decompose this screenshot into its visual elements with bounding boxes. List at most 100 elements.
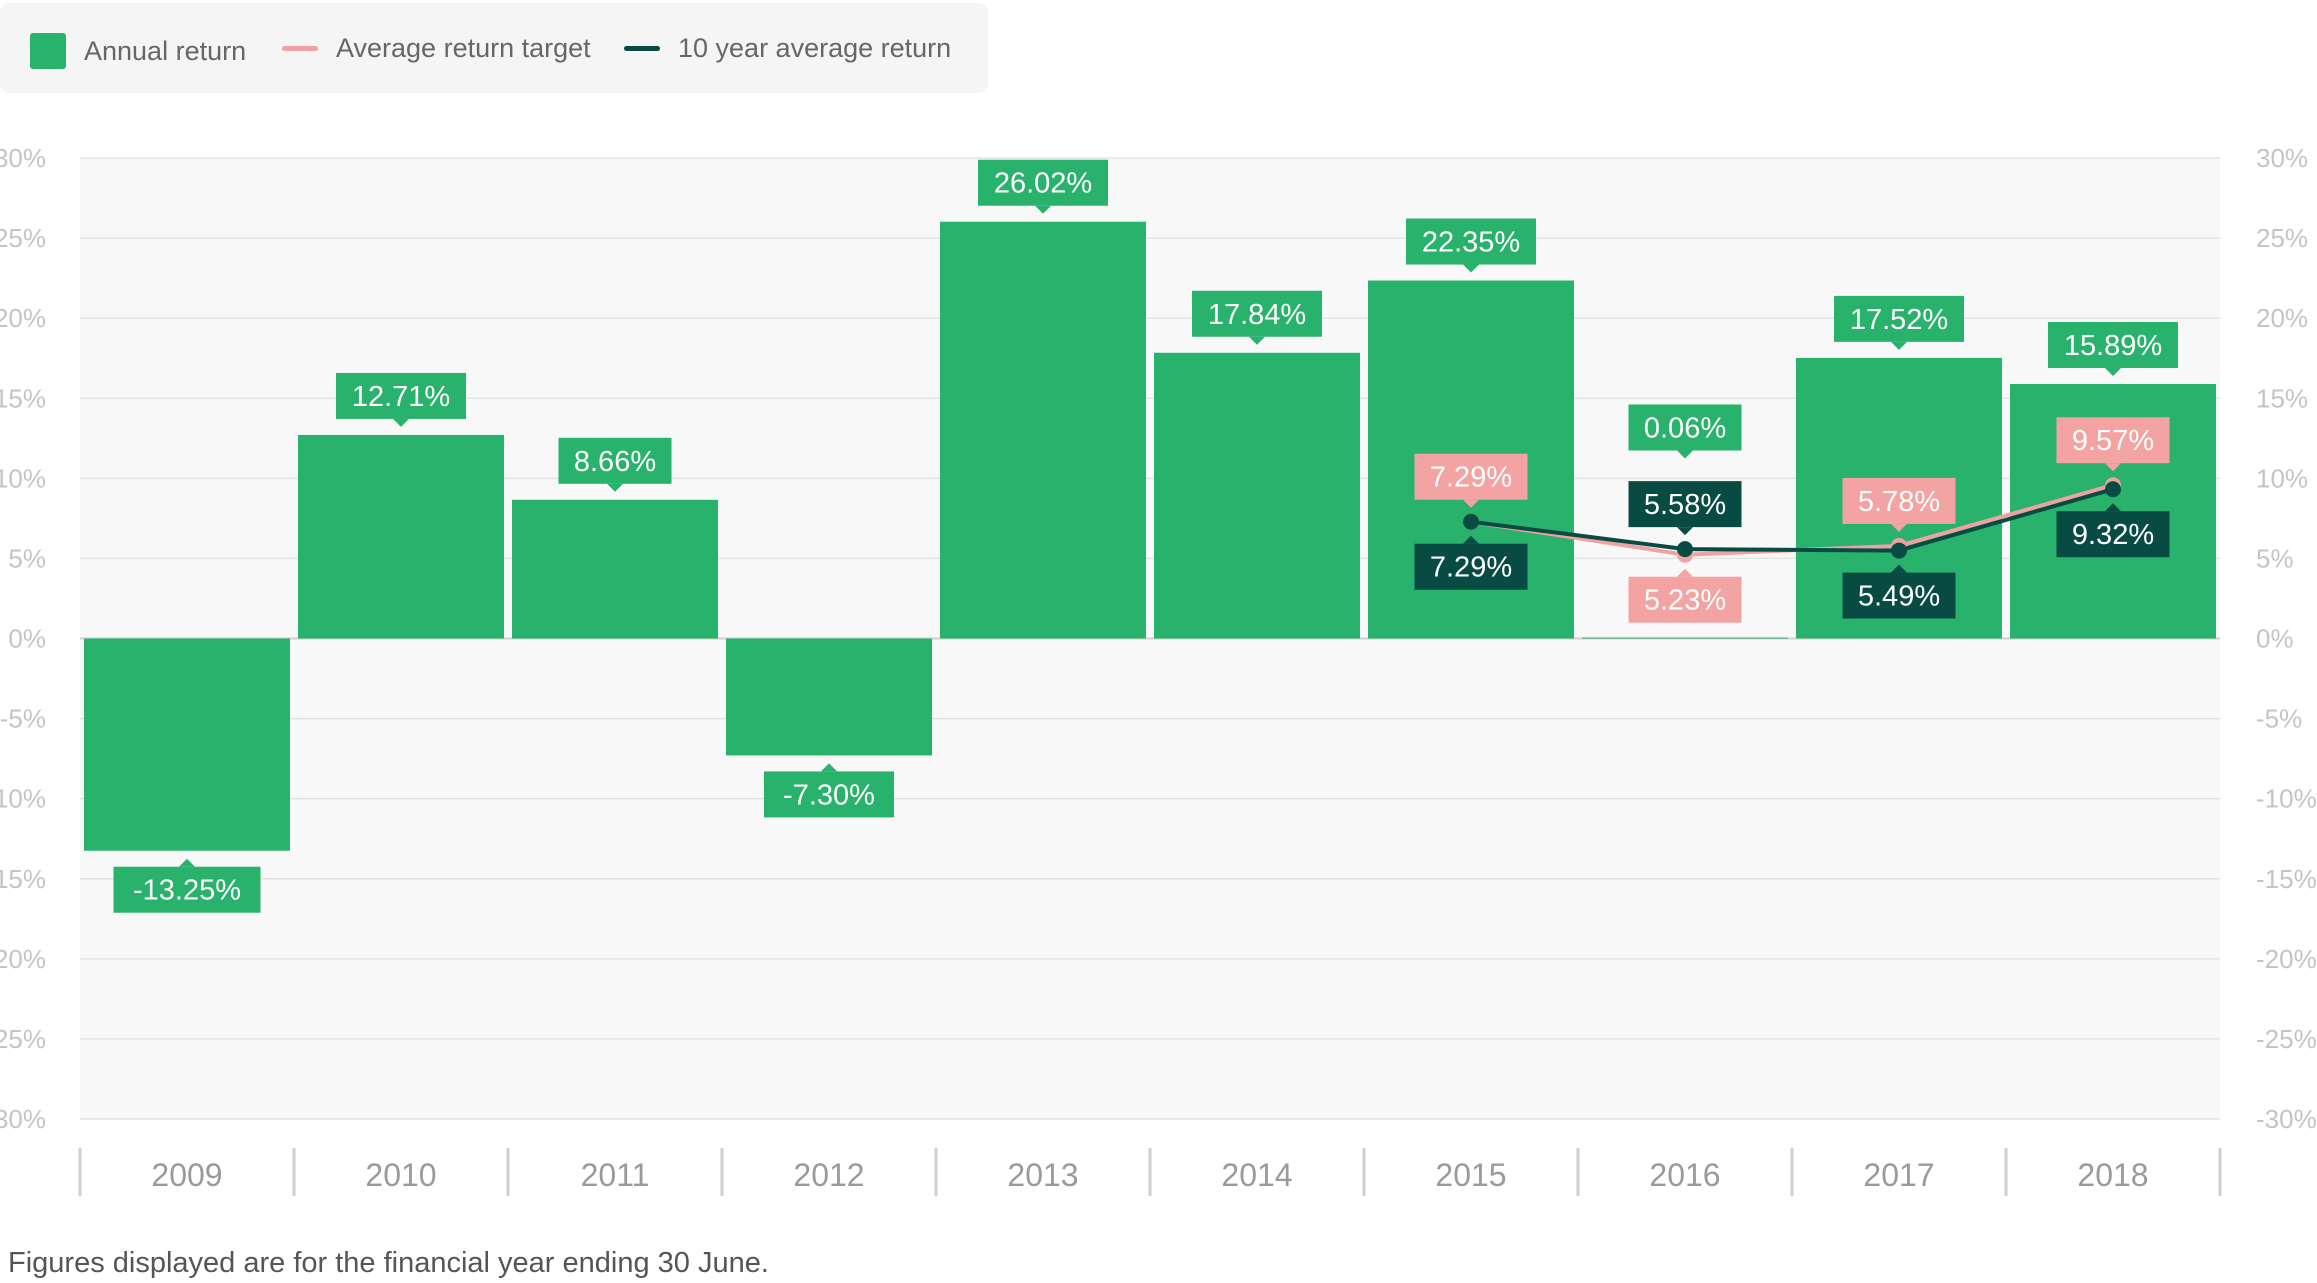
bar-label-2017-box [1834, 295, 1964, 342]
y-tick-label-left: -25% [0, 1024, 46, 1054]
y-tick-label-right: 20% [2256, 303, 2308, 333]
bar-label-2017: 17.52% [1834, 295, 1964, 350]
legend-item-10-year-average-return[interactable]: 10 year average return [624, 33, 951, 64]
bar-label-2010-text: 12.71% [352, 381, 450, 413]
bar-label-2012-pointer [821, 763, 837, 772]
y-tick-label-right: -30% [2256, 1104, 2317, 1134]
y-tick-label-right: -10% [2256, 784, 2317, 814]
bar-label-2016: 0.06% [1628, 404, 1742, 459]
ten-year-label-2015-pointer [1463, 535, 1479, 544]
bar-label-2011-pointer [607, 483, 623, 492]
ten-year-label-2017: 5.49% [1842, 564, 1956, 619]
ten-year-label-2018-box [2056, 511, 2170, 558]
point-10-year-average-return [1463, 513, 1479, 530]
bar-label-2013: 26.02% [978, 159, 1108, 214]
ten-year-label-2015-box [1414, 543, 1528, 590]
x-tick-label: 2013 [1007, 1157, 1078, 1193]
y-tick-label-left: -5% [0, 704, 46, 734]
bar-label-2013-box [978, 159, 1108, 206]
legend-line-average-return-target [282, 46, 318, 51]
x-tick-label: 2015 [1435, 1157, 1506, 1193]
y-tick-label-left: 5% [8, 543, 46, 573]
y-tick-label-left: 0% [8, 624, 46, 654]
ten-year-label-2016: 5.58% [1628, 481, 1742, 536]
ten-year-label-2017-text: 5.49% [1858, 581, 1940, 613]
bar-label-2013-text: 26.02% [994, 168, 1092, 200]
y-tick-label-right: -20% [2256, 944, 2317, 974]
bar-label-2016-pointer [1677, 450, 1693, 459]
target-label-2015-pointer [1463, 499, 1479, 508]
bar-label-2014-pointer [1249, 336, 1265, 345]
target-label-2016-box [1628, 576, 1742, 623]
bar-label-2012-text: -7.30% [783, 779, 875, 811]
bar-label-2018-box [2048, 321, 2178, 368]
y-tick-label-right: -15% [2256, 864, 2317, 894]
y-tick-label-right: 0% [2256, 624, 2294, 654]
legend-label-annual-return: Annual return [84, 35, 247, 66]
bar-label-2018-text: 15.89% [2064, 330, 2162, 362]
target-label-2017-box [1842, 477, 1956, 524]
bar-label-2010: 12.71% [336, 372, 466, 427]
bar-label-2013-pointer [1035, 205, 1051, 214]
bar-label-2009-text: -13.25% [133, 875, 241, 907]
target-label-2018-box [2056, 417, 2170, 464]
x-tick-label: 2009 [151, 1157, 222, 1193]
legend-line-10-year-average-return [624, 46, 660, 51]
y-tick-label-right: 10% [2256, 463, 2308, 493]
chart-legend: Annual return Average return target 10 y… [0, 3, 988, 93]
ten-year-label-2015: 7.29% [1414, 535, 1528, 590]
bar-2016 [1582, 637, 1788, 639]
bar-label-2010-box [336, 372, 466, 419]
x-tick-label: 2017 [1863, 1157, 1934, 1193]
target-label-2015-text: 7.29% [1430, 462, 1512, 494]
footnote: Figures displayed are for the financial … [8, 1247, 769, 1279]
target-label-2018: 9.57% [2056, 417, 2170, 472]
bar-label-2014-box [1192, 290, 1322, 337]
y-tick-label-right: 5% [2256, 543, 2294, 573]
bar-2013 [940, 221, 1146, 639]
target-label-2017: 5.78% [1842, 477, 1956, 532]
bar-label-2009-pointer [179, 858, 195, 867]
x-tick-label: 2010 [365, 1157, 436, 1193]
target-label-2016: 5.23% [1628, 568, 1742, 623]
ten-year-label-2017-box [1842, 572, 1956, 619]
bar-label-2017-text: 17.52% [1850, 304, 1948, 336]
bar-2014 [1154, 352, 1360, 639]
bar-2011 [512, 499, 718, 639]
bar-label-2017-pointer [1891, 341, 1907, 350]
point-10-year-average-return [2105, 481, 2121, 498]
point-10-year-average-return [1677, 541, 1693, 558]
line-10-year-average-return [1470, 487, 2114, 553]
bar-label-2014: 17.84% [1192, 290, 1322, 345]
ten-year-label-2016-box [1628, 481, 1742, 528]
bar-label-2012: -7.30% [764, 763, 894, 818]
target-label-2018-pointer [2105, 463, 2121, 472]
bar-label-2015-box [1406, 218, 1536, 265]
ten-year-label-2018: 9.32% [2056, 503, 2170, 558]
y-tick-label-right: 25% [2256, 223, 2308, 253]
point-10-year-average-return [1891, 542, 1907, 559]
y-tick-label-left: -20% [0, 944, 46, 974]
bar-label-2010-pointer [393, 418, 409, 427]
bar-2010 [298, 434, 504, 639]
y-tick-label-left: 15% [0, 383, 46, 413]
x-tick-label: 2012 [793, 1157, 864, 1193]
target-label-2017-pointer [1891, 523, 1907, 532]
legend-item-annual-return[interactable]: Annual return [30, 33, 246, 69]
legend-item-average-return-target[interactable]: Average return target [282, 33, 591, 64]
bar-2009 [84, 638, 290, 851]
legend-label-average-return-target: Average return target [336, 33, 591, 63]
bar-label-2014-text: 17.84% [1208, 299, 1306, 331]
target-label-2016-pointer [1677, 568, 1693, 577]
y-tick-label-right: 15% [2256, 383, 2308, 413]
y-tick-label-right: 30% [2256, 143, 2308, 173]
bar-label-2011: 8.66% [558, 437, 672, 492]
target-label-2015: 7.29% [1414, 453, 1528, 508]
bar-label-2009: -13.25% [113, 858, 261, 913]
target-label-2016-text: 5.23% [1644, 585, 1726, 617]
y-tick-label-left: 20% [0, 303, 46, 333]
bar-label-2015-pointer [1463, 264, 1479, 273]
x-tick-label: 2018 [2077, 1157, 2148, 1193]
bar-label-2009-box [113, 866, 261, 913]
bar-label-2012-box [764, 771, 894, 818]
